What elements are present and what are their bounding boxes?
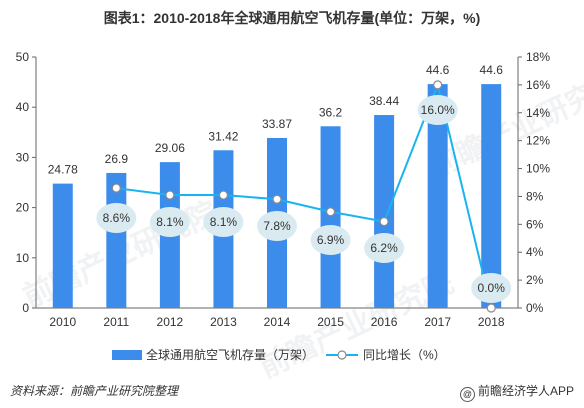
y-right-tick-label: 6% [526,217,544,231]
bar [481,84,502,308]
brand-label: @ 前瞻经济学人APP [459,382,574,402]
x-tick-label: 2014 [264,315,291,329]
legend-line-label: 同比增长（%） [363,348,446,362]
chart-title: 图表1：2010-2018年全球通用航空飞机存量(单位：万架，%) [103,10,481,26]
growth-value-label: 8.1% [210,215,238,229]
x-tick-label: 2010 [49,315,76,329]
growth-label-bubble [203,207,244,237]
x-tick-label: 2012 [157,315,184,329]
bar-value-label: 38.44 [369,94,399,108]
growth-point [218,190,229,200]
bar-value-label: 44.6 [426,63,450,77]
growth-label-bubble [149,207,190,237]
y-right-tick-label: 18% [526,50,550,64]
bar [427,84,448,308]
y-right-tick-label: 4% [526,245,544,259]
x-tick-label: 2015 [317,315,344,329]
growth-label-bubble [417,95,458,125]
bar-value-label: 24.78 [48,163,78,177]
x-tick-label: 2018 [478,315,505,329]
growth-point [433,80,443,90]
bar [320,126,341,308]
bar-value-label: 26.9 [105,152,129,166]
growth-label-bubble [257,211,297,241]
y-right-tick-label: 2% [526,273,544,287]
growth-value-label: 7.8% [263,219,291,233]
legend-bar-swatch [112,350,142,360]
bar-value-label: 44.6 [480,63,504,77]
y-left-tick-label: 30 [16,150,30,164]
y-right-tick-label: 16% [526,78,550,92]
legend-bar-label: 全球通用航空飞机存量（万架） [146,347,314,362]
y-right-tick-label: 14% [526,106,550,120]
growth-point [379,216,389,227]
x-tick-label: 2016 [371,315,398,329]
bar-value-label: 33.87 [262,117,292,131]
growth-value-label: 8.6% [103,211,131,225]
bar-value-label: 31.42 [208,129,238,143]
growth-point [325,207,336,217]
bar [52,183,73,308]
growth-point [165,190,175,200]
y-left-tick-label: 0 [22,301,29,315]
growth-label-bubble [96,203,137,233]
at-icon: @ [459,387,475,402]
growth-label-bubble [310,225,351,255]
x-tick-label: 2011 [103,315,129,329]
y-left-tick-label: 40 [16,100,30,114]
y-left-tick-label: 20 [16,201,30,215]
growth-label-bubble [471,273,512,303]
growth-value-label: 8.1% [156,215,184,229]
growth-value-label: 0.0% [478,281,506,295]
y-right-tick-label: 10% [526,162,550,176]
bar-value-label: 29.06 [155,141,185,155]
growth-label-bubble [364,233,405,263]
x-tick-label: 2013 [210,315,237,329]
growth-point [486,303,496,313]
y-left-tick-label: 10 [16,251,30,265]
x-tick-label: 2017 [424,315,451,329]
brand-text: 前瞻经济学人APP [477,384,574,398]
bar-value-label: 36.2 [319,105,343,119]
growth-value-label: 6.2% [370,241,398,255]
growth-point [272,194,282,204]
growth-point [111,183,121,193]
bar [374,115,395,309]
growth-value-label: 16.0% [421,103,455,117]
legend-line-marker [337,350,347,360]
bar [106,172,127,308]
source-note: 资料来源：前瞻产业研究院整理 [10,384,179,398]
y-right-tick-label: 0% [526,301,544,315]
y-left-tick-label: 50 [16,50,30,64]
y-right-tick-label: 8% [526,189,544,203]
y-right-tick-label: 12% [526,134,550,148]
growth-value-label: 6.9% [317,233,345,247]
